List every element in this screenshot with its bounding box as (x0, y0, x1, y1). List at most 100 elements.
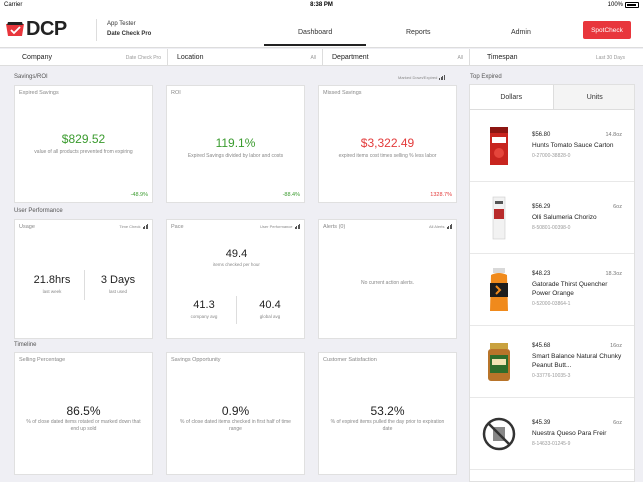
top-expired-panel: Dollars Units $56.80 14.8oz Hunts Tomato… (469, 84, 635, 482)
savings-section-title: Savings/ROI (14, 74, 48, 80)
item-sku: 8-14633-01245-9 (532, 441, 571, 447)
list-item[interactable]: $45.68 16oz Smart Balance Natural Chunky… (470, 327, 634, 398)
item-price: $56.80 (532, 132, 551, 138)
missed-savings-card[interactable]: Missed Savings $3,322.49 expired items c… (318, 85, 457, 203)
top-nav: DCP App Tester Date Check Pro Dashboard … (0, 10, 643, 48)
pace-company-value: 41.3 (193, 299, 215, 311)
location-filter-value: All (310, 54, 316, 61)
no-image-icon (482, 417, 516, 451)
usage-card-sub-label: Time Check (119, 224, 141, 229)
item-size: 6oz (613, 204, 622, 210)
usage-hours-stat: 21.8hrs last week (19, 274, 85, 294)
top-expired-segmented-control: Dollars Units (470, 85, 634, 110)
carrier-label: Carrier (4, 2, 23, 8)
roi-change: -88.4% (282, 192, 300, 198)
tab-admin[interactable]: Admin (511, 29, 531, 36)
signal-bars-icon (142, 224, 148, 229)
expired-savings-desc: value of all products prevented from exp… (34, 149, 133, 155)
pace-global-value: 40.4 (259, 299, 281, 311)
usage-days-label: last used (108, 289, 127, 294)
spotcheck-button[interactable]: SpotCheck (583, 21, 631, 39)
savings-opportunity-value: 0.9% (221, 404, 250, 418)
list-item[interactable]: $45.39 6oz Nuestra Queso Para Freir 8-14… (470, 399, 634, 470)
usage-hours-value: 21.8hrs (33, 274, 71, 286)
roi-value: 119.1% (215, 136, 256, 150)
item-name: Smart Balance Natural Chunky Peanut Butt… (532, 353, 622, 369)
divider (84, 270, 85, 300)
product-name: Date Check Pro (107, 31, 152, 37)
card-title: Customer Satisfaction (323, 357, 377, 363)
performance-section-title: User Performance (14, 208, 63, 214)
alerts-card[interactable]: Alerts (0) All Alerts No current action … (318, 219, 457, 339)
expired-savings-value: $829.52 (61, 132, 106, 146)
pace-card-sub-label: User Performance (260, 224, 293, 229)
missed-savings-change: 1328.7% (430, 192, 452, 198)
item-price: $48.23 (532, 271, 551, 277)
gatorade-bottle-image (490, 268, 508, 311)
item-price: $45.39 (532, 420, 551, 426)
clock: 8:38 PM (310, 2, 333, 8)
selling-percentage-desc: % of close dated items rotated or marked… (26, 419, 141, 432)
battery-icon (625, 2, 639, 8)
pace-main-stat: 49.4 items checked per hour (167, 248, 306, 267)
list-item[interactable]: $56.29 6oz Olli Salumeria Chorizo 8-5080… (470, 183, 634, 254)
usage-hours-label: last week (42, 289, 62, 294)
item-size: 14.8oz (605, 132, 622, 138)
card-title: Savings Opportunity (171, 357, 221, 363)
pace-card[interactable]: Pace User Performance 49.4 items checked… (166, 219, 305, 339)
pace-company-stat: 41.3 company avg (171, 299, 237, 319)
department-filter-label: Department (332, 54, 369, 61)
selling-percentage-card[interactable]: Selling Percentage 86.5% % of close date… (14, 352, 153, 475)
filter-bar: Company Date Check Pro Location All Depa… (0, 49, 643, 66)
tab-reports[interactable]: Reports (406, 29, 431, 36)
alerts-empty-message: No current action alerts. (360, 280, 415, 286)
alerts-card-toggle[interactable]: All Alerts (429, 224, 452, 229)
timespan-filter[interactable]: Timespan Last 30 Days (479, 49, 631, 66)
calendar-check-logo-icon (6, 22, 24, 36)
timeline-section-title: Timeline (14, 342, 37, 348)
card-title: Missed Savings (323, 90, 362, 96)
location-filter[interactable]: Location All (169, 49, 323, 66)
usage-card-toggle[interactable]: Time Check (119, 224, 148, 229)
missed-savings-value: $3,322.49 (360, 136, 415, 150)
roi-card[interactable]: ROI 119.1% Expired Savings divided by la… (166, 85, 305, 203)
account-info[interactable]: App Tester Date Check Pro (96, 19, 151, 41)
list-item[interactable]: $48.23 18.3oz Gatorade Thirst Quencher P… (470, 255, 634, 326)
missed-savings-desc: expired items cost times selling % less … (338, 153, 437, 159)
customer-satisfaction-card[interactable]: Customer Satisfaction 53.2% % of expired… (318, 352, 457, 475)
logo-text: DCP (26, 17, 67, 40)
status-bar: Carrier 8:38 PM 100% (0, 0, 643, 10)
card-title: Alerts (0) (323, 224, 346, 230)
roi-desc: Expired Savings divided by labor and cos… (187, 153, 284, 159)
savings-opportunity-card[interactable]: Savings Opportunity 0.9% % of close date… (166, 352, 305, 475)
item-name: Nuestra Queso Para Freir (532, 430, 607, 437)
segment-units[interactable]: Units (553, 85, 634, 109)
battery-indicator: 100% (608, 2, 639, 8)
usage-card[interactable]: Usage Time Check 21.8hrs last week 3 Day… (14, 219, 153, 339)
tab-dashboard[interactable]: Dashboard (263, 29, 367, 46)
savings-section-toggle[interactable]: Marked Down/Expired (398, 75, 445, 80)
pace-card-toggle[interactable]: User Performance (260, 224, 300, 229)
card-title: Expired Savings (19, 90, 59, 96)
signal-bars-icon (446, 224, 452, 229)
item-sku: 8-50801-00398-0 (532, 225, 571, 231)
company-filter-label: Company (22, 54, 52, 61)
department-filter[interactable]: Department All (324, 49, 470, 66)
list-item[interactable]: $56.80 14.8oz Hunts Tomato Sauce Carton … (470, 111, 634, 182)
card-title: Pace (171, 224, 184, 230)
card-title: Selling Percentage (19, 357, 66, 363)
chorizo-image (492, 196, 506, 240)
divider (236, 296, 237, 324)
top-expired-title: Top Expired (470, 74, 502, 80)
savings-opportunity-desc: % of close dated items checked in first … (180, 419, 291, 432)
pace-company-label: company avg (190, 314, 218, 319)
company-filter[interactable]: Company Date Check Pro (14, 49, 168, 66)
segment-dollars[interactable]: Dollars (470, 85, 554, 109)
item-sku: 0-27000-38828-0 (532, 153, 571, 159)
customer-satisfaction-value: 53.2% (370, 404, 405, 418)
tomato-carton-image (490, 127, 508, 165)
savings-section-sub-label: Marked Down/Expired (398, 75, 438, 80)
usage-days-value: 3 Days (100, 274, 136, 286)
expired-savings-card[interactable]: Expired Savings $829.52 value of all pro… (14, 85, 153, 203)
card-title: Usage (19, 224, 35, 230)
